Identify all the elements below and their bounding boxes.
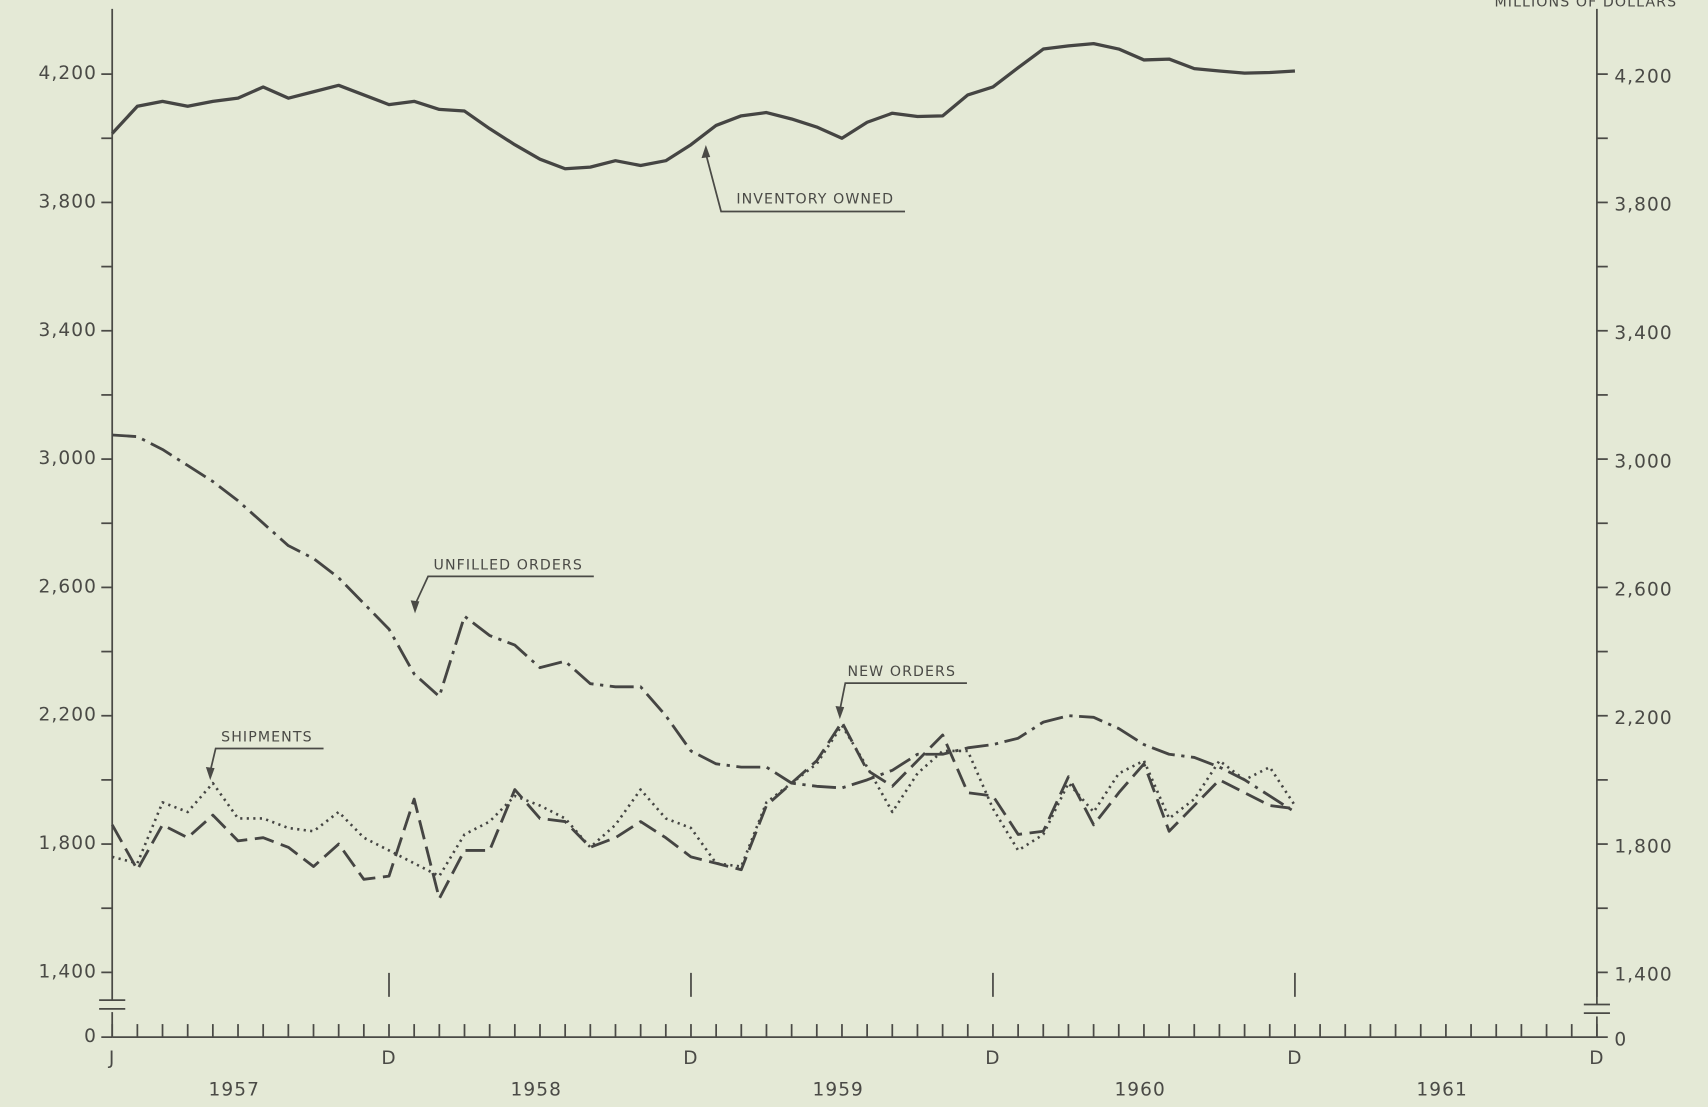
arrow-head bbox=[835, 706, 845, 720]
y-tick-label: 3,400 bbox=[1614, 323, 1672, 344]
leader bbox=[209, 747, 324, 772]
y-tick-label: 1,400 bbox=[39, 961, 97, 982]
x-tick-label: D bbox=[381, 1048, 396, 1069]
year-label: 1961 bbox=[1416, 1080, 1467, 1101]
y-tick-label: 3,000 bbox=[1614, 451, 1672, 472]
series-label: SHIPMENTS bbox=[221, 730, 313, 746]
year-label: 1957 bbox=[209, 1080, 260, 1101]
arrow-head bbox=[410, 600, 420, 614]
y-tick-label: 1,800 bbox=[1614, 836, 1672, 857]
y-tick-label: 4,200 bbox=[39, 63, 97, 84]
series-line bbox=[110, 720, 1296, 901]
arrow-head bbox=[205, 767, 215, 781]
series-line bbox=[110, 41, 1296, 171]
leader bbox=[705, 153, 906, 213]
series-label: UNFILLED ORDERS bbox=[434, 557, 583, 573]
x-tick-label: D bbox=[1589, 1048, 1604, 1069]
x-tick-label: D bbox=[985, 1048, 1000, 1069]
leader bbox=[414, 575, 594, 606]
y-tick-label: 3,000 bbox=[39, 448, 97, 469]
y-tick-label: 3,800 bbox=[39, 191, 97, 212]
y-tick-label: 2,200 bbox=[39, 705, 97, 726]
y-tick-label: 2,600 bbox=[39, 576, 97, 597]
year-label: 1959 bbox=[812, 1080, 863, 1101]
y-tick-label: 3,800 bbox=[1614, 195, 1672, 216]
year-label: 1958 bbox=[511, 1080, 562, 1101]
y-axis-label: MILLIONS OF DOLLARS bbox=[1495, 0, 1678, 10]
y-tick-label: 4,200 bbox=[1614, 66, 1672, 87]
x-tick-label: J bbox=[108, 1048, 116, 1069]
year-label: 1960 bbox=[1114, 1080, 1165, 1101]
leader bbox=[838, 682, 967, 711]
arrow-head bbox=[701, 145, 711, 159]
y-tick-label: 0 bbox=[84, 1026, 97, 1047]
series-label: INVENTORY OWNED bbox=[736, 191, 894, 207]
y-tick-label: 2,200 bbox=[1614, 708, 1672, 729]
series-line bbox=[112, 433, 1296, 814]
y-tick-label: 1,400 bbox=[1614, 965, 1672, 986]
y-tick-label: 0 bbox=[1614, 1029, 1627, 1050]
y-tick-label: 2,600 bbox=[1614, 580, 1672, 601]
series-label: NEW ORDERS bbox=[847, 664, 956, 680]
y-tick-label: 1,800 bbox=[39, 833, 97, 854]
y-tick-label: 3,400 bbox=[39, 320, 97, 341]
x-tick-label: D bbox=[1287, 1048, 1302, 1069]
x-tick-label: D bbox=[683, 1048, 698, 1069]
